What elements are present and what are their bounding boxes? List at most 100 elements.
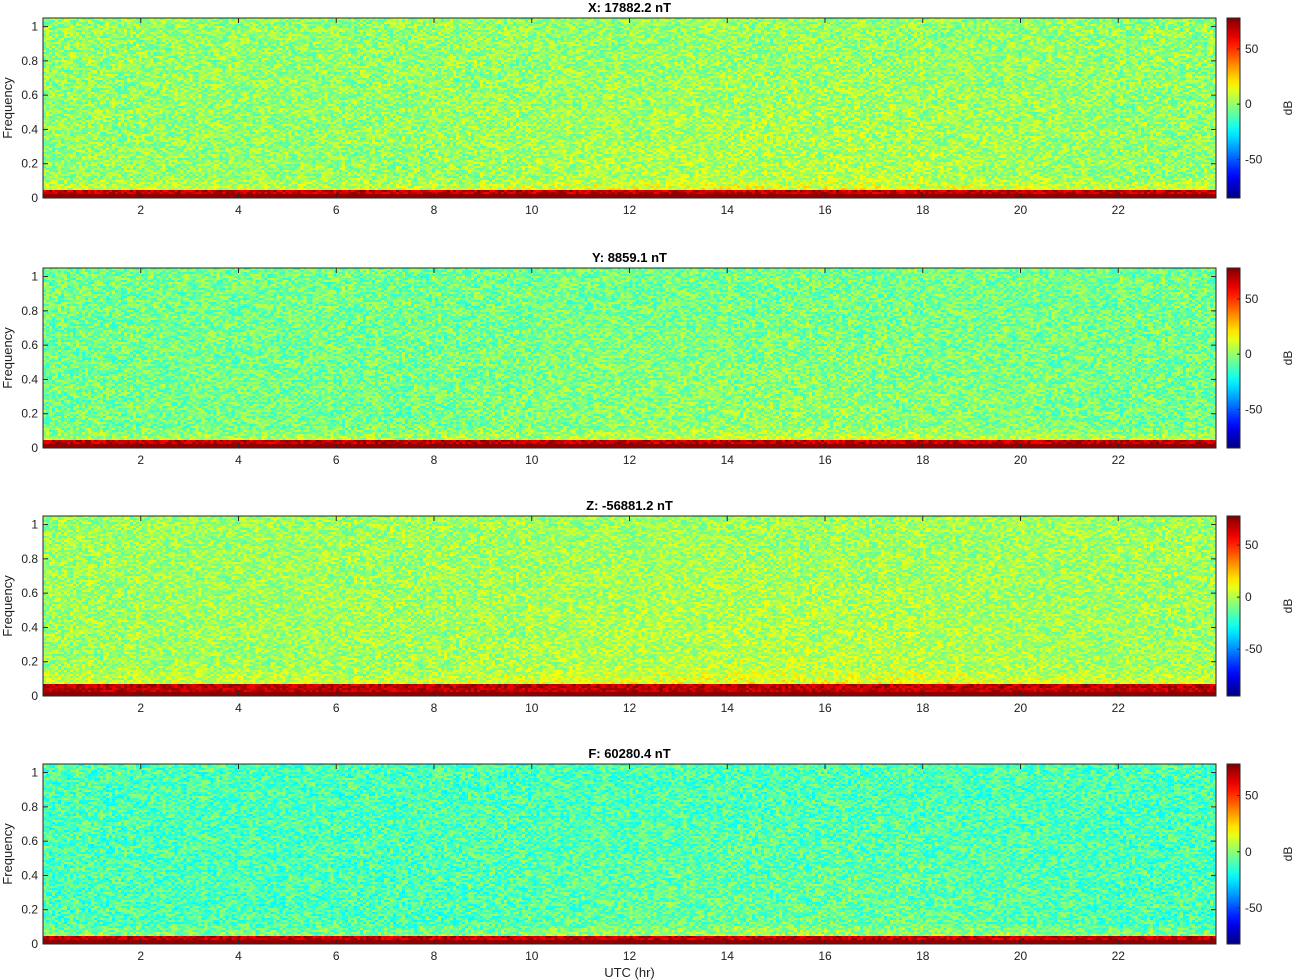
y-tick-label: 0.6 — [21, 586, 38, 600]
colorbar-tick-label: 0 — [1245, 845, 1252, 859]
spectrogram-heatmap — [43, 764, 1216, 944]
x-tick-label: 2 — [137, 203, 144, 217]
x-tick-label: 18 — [916, 701, 930, 715]
panel-title: F: 60280.4 nT — [588, 746, 670, 761]
x-tick-label: 8 — [431, 949, 438, 963]
y-tick-label: 1 — [31, 20, 38, 34]
x-tick-label: 14 — [721, 203, 735, 217]
x-tick-label: 20 — [1014, 701, 1028, 715]
x-tick-label: 10 — [525, 453, 539, 467]
x-tick-label: 4 — [235, 453, 242, 467]
x-tick-label: 16 — [818, 949, 832, 963]
x-axis-label: UTC (hr) — [604, 965, 655, 980]
panel-title: Z: -56881.2 nT — [586, 498, 673, 513]
colorbar — [1226, 17, 1241, 199]
spectrogram-heatmap — [43, 18, 1216, 198]
colorbar-tick-label: -50 — [1245, 642, 1263, 656]
y-tick-label: 0.8 — [21, 54, 38, 68]
y-tick-label: 0.4 — [21, 122, 38, 136]
x-tick-label: 20 — [1014, 949, 1028, 963]
x-tick-label: 6 — [333, 949, 340, 963]
colorbar-label: dB — [1281, 351, 1295, 366]
x-tick-label: 4 — [235, 203, 242, 217]
panel-title: Y: 8859.1 nT — [592, 250, 667, 265]
colorbar-tick-label: 50 — [1245, 292, 1259, 306]
x-tick-label: 2 — [137, 701, 144, 715]
y-tick-label: 0.8 — [21, 552, 38, 566]
colorbar — [1226, 267, 1241, 449]
x-tick-label: 16 — [818, 453, 832, 467]
y-tick-label: 0.6 — [21, 88, 38, 102]
x-tick-label: 6 — [333, 453, 340, 467]
x-tick-label: 22 — [1112, 203, 1126, 217]
y-tick-label: 0.4 — [21, 868, 38, 882]
y-tick-label: 0.2 — [21, 157, 38, 171]
x-tick-label: 8 — [431, 701, 438, 715]
x-tick-label: 22 — [1112, 453, 1126, 467]
x-tick-label: 18 — [916, 949, 930, 963]
colorbar-tick-label: 0 — [1245, 590, 1252, 604]
x-tick-label: 4 — [235, 949, 242, 963]
x-tick-label: 10 — [525, 949, 539, 963]
x-tick-label: 2 — [137, 453, 144, 467]
y-tick-label: 1 — [31, 766, 38, 780]
x-tick-label: 16 — [818, 203, 832, 217]
y-tick-label: 0.6 — [21, 338, 38, 352]
x-tick-label: 4 — [235, 701, 242, 715]
y-tick-label: 0.6 — [21, 834, 38, 848]
colorbar-tick-label: 0 — [1245, 347, 1252, 361]
colorbar-tick-label: -50 — [1245, 152, 1263, 166]
x-tick-label: 20 — [1014, 453, 1028, 467]
y-axis-label: Frequency — [0, 575, 15, 637]
colorbar — [1226, 515, 1241, 697]
colorbar-tick-label: -50 — [1245, 402, 1263, 416]
spectrogram-panel: X: 17882.2 nT 2 4 6 8 10 12 14 16 18 20 22 0 0.2 0.4 0.… — [0, 0, 1295, 217]
x-tick-label: 2 — [137, 949, 144, 963]
y-axis-label: Frequency — [0, 327, 15, 389]
y-tick-label: 0.2 — [21, 903, 38, 917]
x-tick-label: 12 — [623, 203, 637, 217]
colorbar-label: dB — [1281, 599, 1295, 614]
x-tick-label: 8 — [431, 203, 438, 217]
y-tick-label: 0.4 — [21, 620, 38, 634]
x-tick-label: 12 — [623, 949, 637, 963]
y-tick-label: 0.2 — [21, 655, 38, 669]
spectrogram-panel: Z: -56881.2 nT2 4 6 8 10 12 14 16 18 20 2200.20.40… — [0, 498, 1295, 715]
colorbar-tick-label: 50 — [1245, 42, 1259, 56]
y-axis-label: Frequency — [0, 77, 15, 139]
colorbar-tick-label: 50 — [1245, 538, 1259, 552]
x-tick-label: 6 — [333, 203, 340, 217]
x-tick-label: 18 — [916, 203, 930, 217]
x-tick-label: 22 — [1112, 701, 1126, 715]
y-tick-label: 0.8 — [21, 800, 38, 814]
x-tick-label: 10 — [525, 203, 539, 217]
y-tick-label: 0 — [31, 937, 38, 951]
x-tick-label: 14 — [721, 453, 735, 467]
x-tick-label: 14 — [721, 701, 735, 715]
y-tick-label: 0.4 — [21, 372, 38, 386]
y-tick-label: 1 — [31, 518, 38, 532]
spectrogram-panel: Y: 8859.1 nT2 4 6 8 10 12 14 16 18 20 2200.20.40.6… — [0, 250, 1295, 467]
x-tick-label: 20 — [1014, 203, 1028, 217]
x-tick-label: 18 — [916, 453, 930, 467]
spectrogram-heatmap — [43, 516, 1216, 696]
x-tick-label: 10 — [525, 701, 539, 715]
panel-title: X: 17882.2 nT — [588, 0, 671, 15]
colorbar-tick-label: 0 — [1245, 97, 1252, 111]
y-tick-label: 0 — [31, 441, 38, 455]
x-tick-label: 12 — [623, 453, 637, 467]
x-tick-label: 16 — [818, 701, 832, 715]
spectrogram-heatmap — [43, 268, 1216, 448]
y-tick-label: 0 — [31, 689, 38, 703]
x-tick-label: 12 — [623, 701, 637, 715]
y-tick-label: 1 — [31, 270, 38, 284]
x-tick-label: 22 — [1112, 949, 1126, 963]
y-tick-label: 0.8 — [21, 304, 38, 318]
y-tick-label: 0.2 — [21, 407, 38, 421]
colorbar-tick-label: 50 — [1245, 789, 1259, 803]
colorbar-tick-label: -50 — [1245, 901, 1263, 915]
x-tick-label: 6 — [333, 701, 340, 715]
spectrogram-panel: F: 60280.4 nT2 4 6 8 10 12 14 16 18 20 2200.20.40.… — [0, 746, 1295, 980]
x-tick-label: 8 — [431, 453, 438, 467]
